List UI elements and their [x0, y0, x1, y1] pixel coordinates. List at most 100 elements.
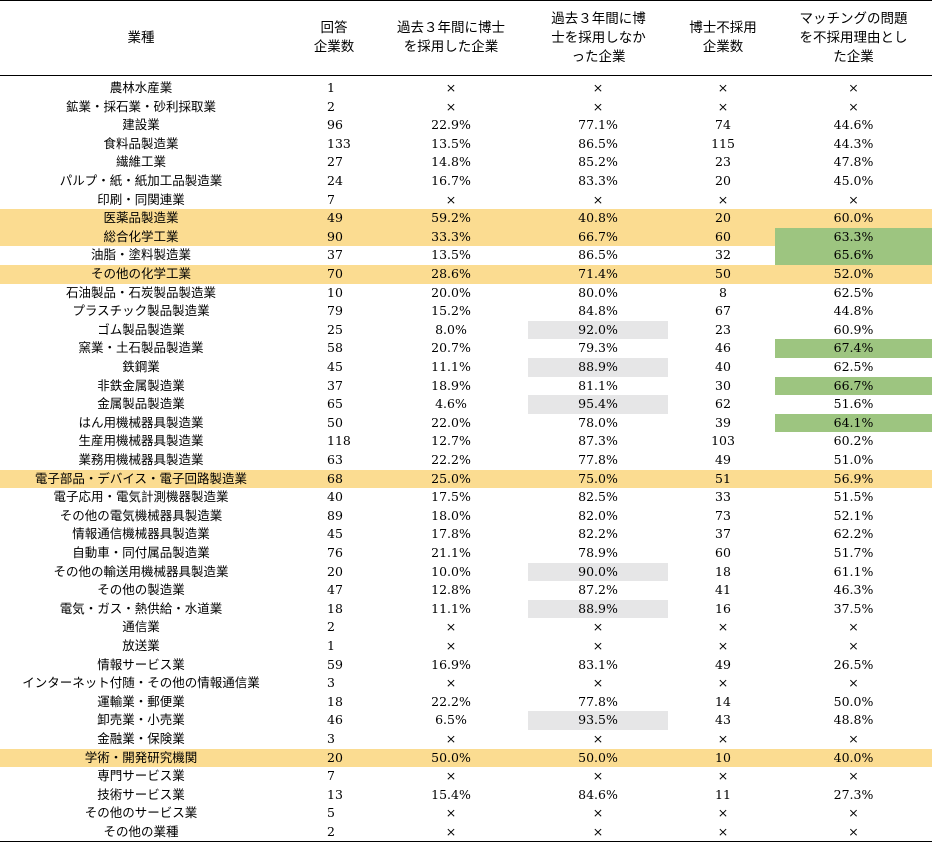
- row-respondents: 47: [327, 582, 343, 598]
- row-respondents: 7: [327, 191, 335, 207]
- row-respondents: 49: [327, 210, 343, 226]
- table-row: 電子部品・デバイス・電子回路製造業 68 25.0% 75.0% 51 56.9%: [0, 469, 932, 489]
- row-hired: ×: [445, 638, 457, 653]
- row-matching-reason: 45.0%: [833, 173, 874, 188]
- row-non-hiring-count: 20: [715, 210, 731, 226]
- row-industry: 農林水産業: [109, 80, 173, 95]
- table-row: 金融業・保険業 3 × × × ×: [0, 730, 932, 749]
- row-industry: 繊維工業: [115, 154, 166, 170]
- row-not-hired: 84.6%: [578, 786, 618, 802]
- row-non-hiring-count: 49: [715, 452, 731, 467]
- row-matching-reason: 48.8%: [833, 712, 874, 728]
- row-non-hiring-count: ×: [717, 638, 729, 653]
- row-industry: 専門サービス業: [97, 768, 185, 784]
- row-non-hiring-count: 23: [715, 154, 731, 170]
- row-respondents: 58: [327, 340, 343, 356]
- row-industry: 生産用機械器具製造業: [78, 433, 204, 449]
- row-industry: 自動車・同付属品製造業: [72, 545, 210, 560]
- table-row: 生産用機械器具製造業 118 12.7% 87.3% 103 60.2%: [0, 432, 932, 451]
- row-respondents: 7: [327, 768, 335, 784]
- row-hired: ×: [445, 191, 457, 207]
- row-respondents: 27: [327, 154, 343, 170]
- row-not-hired: 80.0%: [578, 284, 618, 300]
- row-hired: 15.2%: [431, 303, 471, 319]
- row-not-hired: 82.0%: [578, 507, 618, 523]
- row-hired: 50.0%: [431, 749, 471, 765]
- table-row: 自動車・同付属品製造業 76 21.1% 78.9% 60 51.7%: [0, 544, 932, 563]
- row-not-hired: 95.4%: [528, 395, 668, 414]
- header-matching-reason: マッチングの問題 を不採用理由とし た企業: [799, 10, 908, 65]
- row-non-hiring-count: 14: [715, 693, 731, 709]
- row-industry: 放送業: [122, 638, 160, 653]
- table-row: 電子応用・電気計測機器製造業 40 17.5% 82.5% 33 51.5%: [0, 488, 932, 507]
- row-matching-reason: ×: [848, 768, 859, 784]
- row-industry: その他の業種: [103, 824, 179, 839]
- row-non-hiring-count: 39: [715, 414, 731, 430]
- row-respondents: 46: [327, 712, 343, 728]
- row-industry: プラスチック製品製造業: [72, 303, 210, 319]
- row-industry: 油脂・塗料製造業: [90, 247, 191, 263]
- table-row: その他の輸送用機械器具製造業 20 10.0% 90.0% 18 61.1%: [0, 562, 932, 582]
- row-not-hired: 90.0%: [528, 562, 668, 582]
- row-not-hired: 40.8%: [578, 210, 618, 226]
- row-non-hiring-count: ×: [717, 98, 729, 114]
- table-row: 金属製品製造業 65 4.6% 95.4% 62 51.6%: [0, 395, 932, 414]
- row-not-hired: 82.2%: [578, 526, 618, 542]
- row-respondents: 90: [327, 228, 343, 244]
- row-not-hired: 84.8%: [578, 303, 618, 319]
- table-row: 技術サービス業 13 15.4% 84.6% 11 27.3%: [0, 786, 932, 805]
- row-hired: ×: [445, 80, 457, 95]
- row-industry: 石油製品・石炭製品製造業: [65, 284, 216, 300]
- row-industry: 電子部品・デバイス・電子回路製造業: [34, 470, 248, 486]
- row-not-hired: 77.8%: [578, 452, 618, 467]
- row-hired: 21.1%: [431, 545, 471, 560]
- table-row: 印刷・同関連業 7 × × × ×: [0, 191, 932, 210]
- table-row: 業務用機械器具製造業 63 22.2% 77.8% 49 51.0%: [0, 451, 932, 470]
- header-industry: 業種: [127, 29, 155, 46]
- row-industry: 鉄鋼業: [122, 359, 160, 374]
- table-row: インターネット付随・その他の情報通信業 3 × × × ×: [0, 674, 932, 693]
- row-respondents: 118: [327, 433, 351, 449]
- row-respondents: 20: [327, 563, 343, 579]
- row-industry: 卸売業・小売業: [97, 712, 185, 728]
- table-row: その他のサービス業 5 × × × ×: [0, 804, 932, 823]
- row-not-hired: 81.1%: [578, 377, 618, 393]
- row-non-hiring-count: 10: [715, 749, 731, 765]
- row-hired: ×: [445, 675, 457, 691]
- table-row: 油脂・塗料製造業 37 13.5% 86.5% 32 65.6%: [0, 246, 932, 265]
- row-industry: 非鉄金属製造業: [97, 377, 185, 393]
- header-not-hired: 過去３年間に博 士を採用しなか った企業: [551, 10, 646, 65]
- header-hired: 過去３年間に博士 を採用した企業: [397, 20, 505, 55]
- row-matching-reason: 66.7%: [775, 376, 932, 396]
- row-matching-reason: 44.6%: [833, 117, 874, 133]
- row-matching-reason: 51.5%: [833, 489, 874, 505]
- row-non-hiring-count: 67: [715, 303, 731, 319]
- row-non-hiring-count: 73: [715, 507, 731, 523]
- row-industry: その他の化学工業: [90, 266, 191, 281]
- row-non-hiring-count: ×: [717, 191, 729, 207]
- row-hired: 16.9%: [431, 656, 471, 672]
- row-non-hiring-count: 115: [711, 135, 735, 151]
- table-row: 学術・開発研究機関 20 50.0% 50.0% 10 40.0%: [0, 748, 932, 768]
- row-respondents: 65: [327, 396, 343, 412]
- row-industry: その他のサービス業: [84, 805, 198, 821]
- row-hired: 4.6%: [435, 396, 467, 412]
- row-respondents: 24: [327, 173, 343, 188]
- row-industry: インターネット付随・その他の情報通信業: [22, 675, 260, 691]
- row-non-hiring-count: 46: [715, 340, 731, 356]
- row-not-hired: ×: [592, 824, 604, 839]
- row-respondents: 37: [327, 247, 343, 263]
- row-respondents: 45: [327, 526, 343, 542]
- row-matching-reason: 62.5%: [833, 284, 874, 300]
- row-hired: 10.0%: [431, 563, 471, 579]
- row-not-hired: 50.0%: [578, 749, 618, 765]
- row-not-hired: ×: [592, 731, 604, 746]
- row-non-hiring-count: 11: [715, 786, 731, 802]
- row-not-hired: 82.5%: [578, 489, 618, 505]
- row-not-hired: 75.0%: [578, 470, 618, 486]
- row-non-hiring-count: 40: [715, 359, 731, 374]
- row-industry: その他の電気機械器具製造業: [59, 507, 223, 523]
- row-respondents: 70: [327, 266, 343, 281]
- row-non-hiring-count: 37: [715, 526, 731, 542]
- row-matching-reason: 50.0%: [833, 693, 874, 709]
